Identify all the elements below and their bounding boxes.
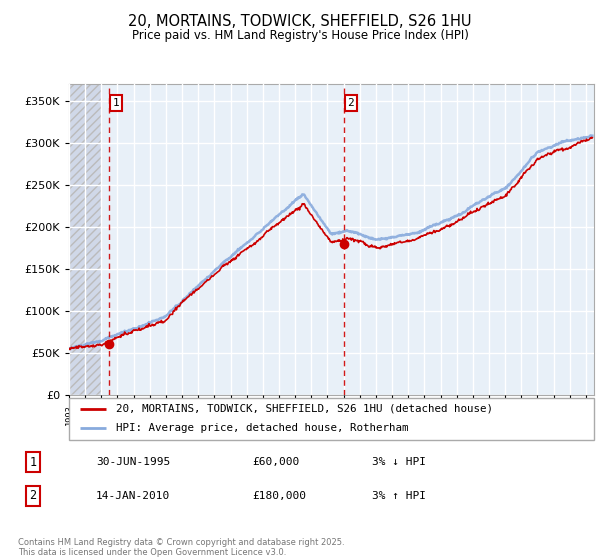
Text: 30-JUN-1995: 30-JUN-1995 bbox=[96, 457, 170, 467]
Text: HPI: Average price, detached house, Rotherham: HPI: Average price, detached house, Roth… bbox=[116, 423, 409, 433]
Text: Price paid vs. HM Land Registry's House Price Index (HPI): Price paid vs. HM Land Registry's House … bbox=[131, 29, 469, 42]
Bar bbox=[69, 84, 101, 395]
Text: £60,000: £60,000 bbox=[252, 457, 299, 467]
Text: Contains HM Land Registry data © Crown copyright and database right 2025.
This d: Contains HM Land Registry data © Crown c… bbox=[18, 538, 344, 557]
Text: 1: 1 bbox=[113, 98, 119, 108]
Text: 20, MORTAINS, TODWICK, SHEFFIELD, S26 1HU: 20, MORTAINS, TODWICK, SHEFFIELD, S26 1H… bbox=[128, 14, 472, 29]
Text: 3% ↑ HPI: 3% ↑ HPI bbox=[372, 491, 426, 501]
Text: 2: 2 bbox=[29, 489, 37, 502]
Text: 14-JAN-2010: 14-JAN-2010 bbox=[96, 491, 170, 501]
Text: 20, MORTAINS, TODWICK, SHEFFIELD, S26 1HU (detached house): 20, MORTAINS, TODWICK, SHEFFIELD, S26 1H… bbox=[116, 404, 493, 414]
Text: 3% ↓ HPI: 3% ↓ HPI bbox=[372, 457, 426, 467]
Text: 2: 2 bbox=[347, 98, 354, 108]
Text: 1: 1 bbox=[29, 455, 37, 469]
Text: £180,000: £180,000 bbox=[252, 491, 306, 501]
